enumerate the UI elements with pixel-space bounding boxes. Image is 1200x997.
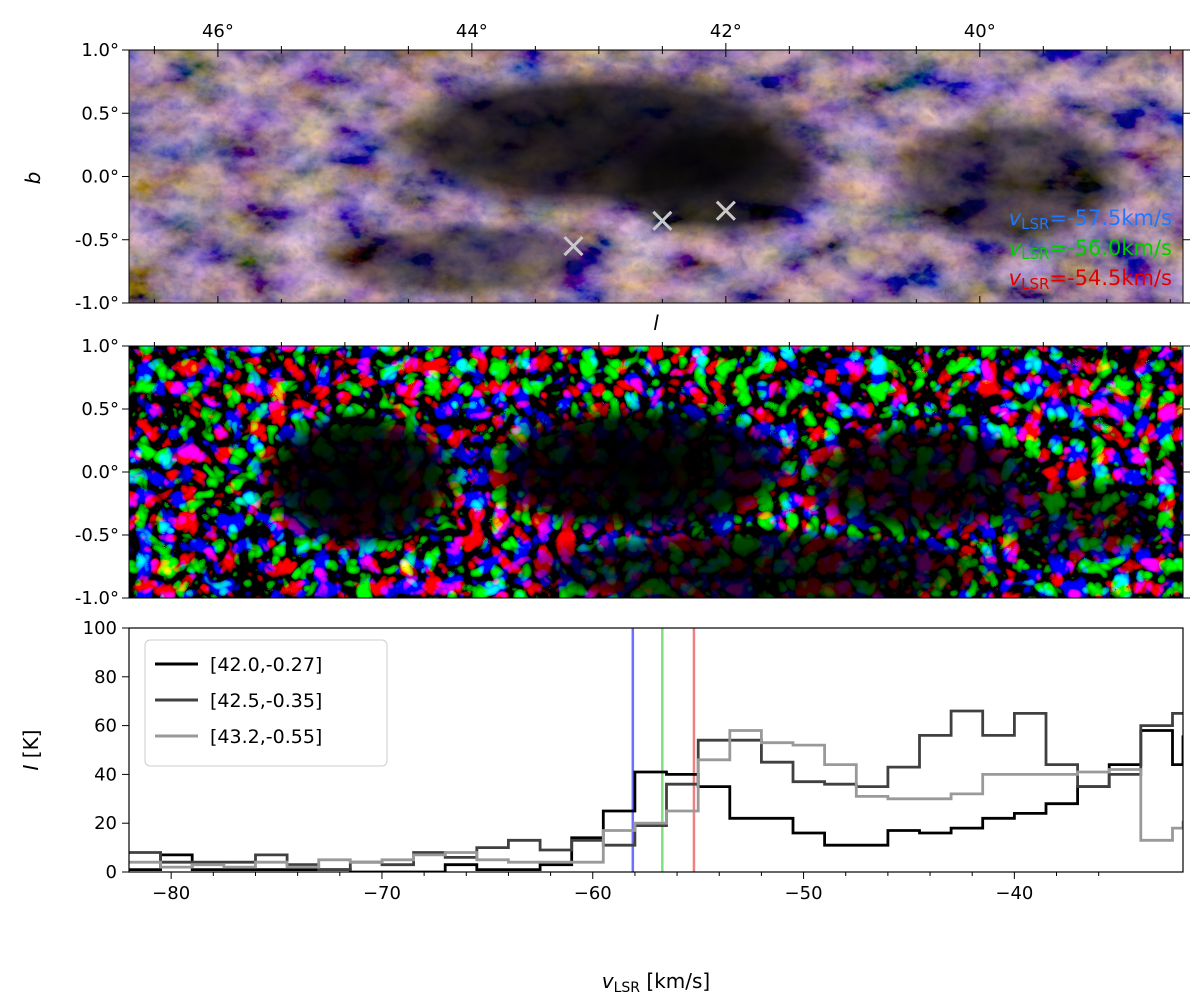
- x-tick-label: −50: [785, 883, 823, 904]
- bottom-x-ticks: −80 −70 −60 −50 −40: [152, 872, 1100, 904]
- spectrum-line: [129, 729, 1183, 872]
- y-tick-label: 0.5°: [81, 103, 119, 124]
- bottom-xlabel: vLSR [km/s]: [602, 969, 710, 996]
- x-tick-label: −40: [995, 883, 1033, 904]
- top-ylabel: b: [21, 172, 45, 185]
- x-tick-label: 40°: [964, 21, 996, 42]
- source-marker: [563, 236, 584, 257]
- y-tick-label: -1.0°: [75, 293, 119, 314]
- bottom-y-ticks: 0 20 40 60 80 100: [83, 618, 129, 883]
- y-tick-label: -1.0°: [75, 588, 119, 609]
- y-tick-label: 60: [94, 716, 117, 737]
- y-tick-label: 0.0°: [81, 462, 119, 483]
- spectrum-line: [129, 729, 1183, 869]
- source-markers: [563, 200, 736, 257]
- spectra-series: [129, 709, 1183, 872]
- bottom-ylabel: I [K]: [19, 730, 43, 771]
- top-xlabel: l: [653, 311, 659, 335]
- y-tick-label: 0.0°: [81, 167, 119, 188]
- panel-mid-filament-map: 1.0° 0.5° 0.0° -0.5° -1.0°: [75, 336, 1190, 609]
- y-tick-label: -0.5°: [75, 230, 119, 251]
- top-y-ticks: 1.0° 0.5° 0.0° -0.5° -1.0°: [75, 40, 1190, 314]
- y-tick-label: 0: [106, 862, 117, 883]
- panel-bottom-spectra: −80 −70 −60 −50 −40 0 20 40 60 80 100 vLSR [km/s]…: [19, 618, 1184, 996]
- velocity-labels: vLSR=-57.5km/s vLSR=-56.0km/s vLSR=-54.5km…: [1009, 206, 1172, 293]
- marker-stroke: [563, 236, 584, 257]
- x-tick-label: 44°: [456, 21, 488, 42]
- mid-y-ticks: 1.0° 0.5° 0.0° -0.5° -1.0°: [75, 336, 1190, 609]
- x-tick-label: −60: [574, 883, 612, 904]
- x-tick-label: 42°: [710, 21, 742, 42]
- legend: [42.0,-0.27] [42.5,-0.35] [43.2,-0.55]: [144, 639, 388, 767]
- x-tick-label: −80: [152, 883, 190, 904]
- marker-stroke: [715, 200, 736, 221]
- velocity-label: vLSR=-54.5km/s: [1009, 266, 1172, 293]
- source-marker: [652, 210, 673, 231]
- marker-stroke: [652, 210, 673, 231]
- y-tick-label: 100: [83, 618, 117, 639]
- y-tick-label: 80: [94, 667, 117, 688]
- y-tick-label: 1.0°: [81, 40, 119, 61]
- source-marker: [715, 200, 736, 221]
- legend-label: [43.2,-0.55]: [210, 726, 322, 748]
- legend-box: [144, 639, 388, 767]
- x-tick-label: −70: [363, 883, 401, 904]
- legend-label: [42.0,-0.27]: [210, 654, 322, 676]
- top-x-ticks: 46° 44° 42° 40°: [153, 21, 1171, 303]
- y-tick-label: 0.5°: [81, 399, 119, 420]
- spectrum-line: [129, 709, 1183, 871]
- mid-x-ticks: [153, 342, 1171, 598]
- velocity-label: vLSR=-56.0km/s: [1009, 236, 1172, 263]
- y-tick-label: 20: [94, 813, 117, 834]
- y-tick-label: -0.5°: [75, 525, 119, 546]
- legend-label: [42.5,-0.35]: [210, 690, 322, 712]
- x-tick-label: 46°: [202, 21, 234, 42]
- panel-top-intensity-map: 46° 44° 42° 40° 1.0°0.5°0.0°-0.5°-1.0° b l …: [21, 21, 1190, 335]
- velocity-label: vLSR=-57.5km/s: [1009, 206, 1172, 233]
- y-tick-label: 40: [94, 764, 117, 785]
- y-tick-label: 1.0°: [81, 336, 119, 357]
